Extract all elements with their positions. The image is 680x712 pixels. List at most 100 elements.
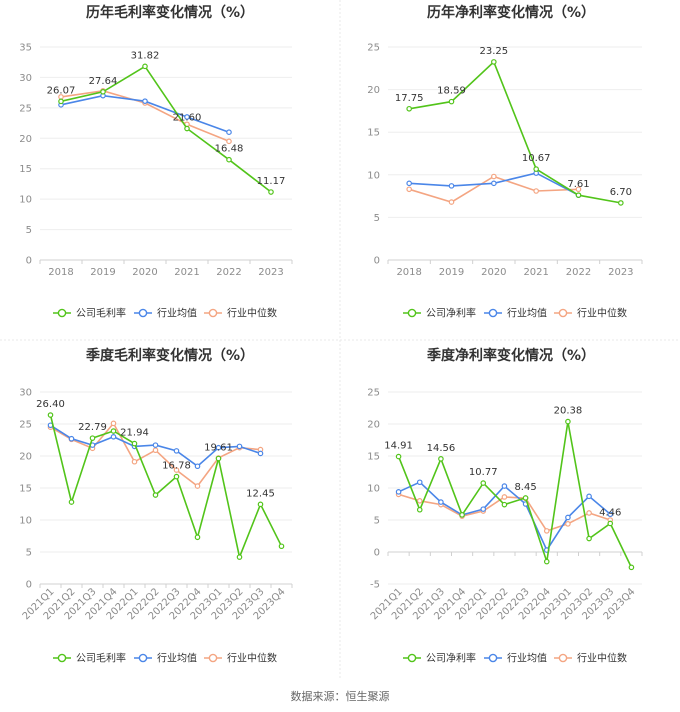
data-point (236, 443, 243, 450)
data-label: 10.67 (522, 153, 551, 164)
y-tick-label: 10 (367, 484, 380, 495)
data-point (226, 138, 232, 145)
data-point (152, 492, 159, 498)
y-tick-label: 15 (19, 164, 32, 175)
data-point (131, 458, 138, 465)
data-point (459, 512, 465, 518)
data-point (110, 428, 117, 434)
legend-item-label[interactable]: 行业中位数 (577, 307, 627, 320)
legend-item-label[interactable]: 行业均值 (507, 307, 547, 320)
y-tick-label: 0 (26, 256, 32, 267)
data-point (491, 173, 497, 180)
x-tick-label: 2020 (481, 267, 506, 278)
legend-item-label[interactable]: 行业中位数 (227, 307, 277, 320)
legend-item-label[interactable]: 行业中位数 (227, 652, 277, 665)
legend-swatch-marker (57, 653, 67, 663)
data-point (501, 483, 508, 489)
y-tick-label: 20 (19, 452, 32, 463)
x-tick-label: 2020 (132, 267, 157, 278)
data-point (543, 558, 550, 565)
y-tick-label: 30 (19, 73, 32, 84)
legend-item-label[interactable]: 公司净利率 (426, 652, 476, 665)
legend-swatch-marker (138, 308, 148, 318)
data-point (543, 528, 550, 534)
data-point (416, 479, 423, 486)
legend-item-label[interactable]: 公司毛利率 (76, 307, 126, 320)
data-label: 26.07 (47, 85, 76, 96)
data-label: 14.91 (384, 441, 413, 452)
x-tick-label: 2023 (608, 267, 633, 278)
legend-item-label[interactable]: 行业均值 (157, 652, 197, 665)
y-tick-label: 0 (374, 548, 380, 559)
series-line (398, 493, 611, 532)
data-label: 31.82 (131, 50, 160, 61)
data-point (575, 192, 582, 198)
x-tick-label: 2021 (174, 267, 199, 278)
legend-swatch-marker (488, 653, 498, 663)
data-point (268, 189, 274, 195)
data-point (257, 501, 264, 508)
chart-panel-2: 季度毛利率变化情况（%）0510152025302021Q12021Q22021… (19, 347, 293, 665)
data-point (406, 105, 412, 112)
legend-item-label[interactable]: 行业均值 (157, 307, 197, 320)
data-point (131, 440, 138, 447)
data-label: 11.17 (257, 176, 286, 187)
data-label: 16.48 (215, 144, 244, 155)
y-tick-label: 10 (19, 516, 32, 527)
data-point (565, 418, 571, 425)
data-point (110, 433, 117, 440)
data-point (173, 473, 180, 480)
legend-swatch-marker (407, 308, 417, 318)
legend-swatch-marker (138, 653, 148, 663)
data-label: 26.40 (36, 399, 65, 410)
data-point (607, 520, 614, 527)
legend-swatch-marker (57, 308, 67, 318)
chart-panel-0: 历年毛利率变化情况（%） 0 5 10 15 20 25 30 35 2018 2019 2020 20… (19, 4, 293, 320)
data-label: 7.61 (567, 179, 589, 190)
legend-item-label[interactable]: 公司毛利率 (76, 652, 126, 665)
data-point (58, 98, 64, 105)
data-point (278, 543, 285, 550)
legend-item-label[interactable]: 行业中位数 (577, 652, 627, 665)
data-point (501, 501, 508, 508)
chart-title: 季度净利率变化情况（%） (426, 347, 595, 364)
data-point (491, 59, 497, 65)
legend-item-label[interactable]: 公司净利率 (426, 307, 476, 320)
data-point (173, 448, 180, 454)
data-label: 14.56 (427, 443, 456, 454)
legend-swatch-marker (407, 653, 417, 663)
data-point (607, 511, 614, 518)
data-point (618, 200, 624, 206)
x-tick-label: 2021 (523, 267, 548, 278)
data-point (416, 497, 423, 504)
x-tick-label: 2018 (396, 267, 421, 278)
y-tick-label: 15 (367, 452, 380, 463)
y-tick-label: 5 (374, 213, 380, 224)
x-tick-label: 2019 (90, 267, 115, 278)
data-point (194, 463, 201, 470)
data-point (47, 412, 54, 418)
legend-item-label[interactable]: 行业均值 (507, 652, 547, 665)
data-point (533, 188, 539, 194)
data-point (522, 495, 529, 501)
y-tick-label: 30 (19, 388, 32, 399)
data-label: 16.78 (162, 461, 191, 472)
x-tick-label: 2019 (439, 267, 464, 278)
data-point (501, 494, 508, 500)
data-label: 6.70 (610, 187, 632, 198)
legend-swatch-marker (488, 308, 498, 318)
y-tick-label: 20 (367, 420, 380, 431)
data-point (100, 88, 106, 95)
data-point (142, 63, 148, 70)
data-point (215, 444, 222, 451)
y-tick-label: 5 (26, 225, 32, 236)
y-tick-label: 5 (374, 516, 380, 527)
data-point (406, 180, 412, 187)
legend-swatch-marker (558, 308, 568, 318)
data-label: 8.45 (514, 482, 536, 493)
data-point (236, 554, 243, 560)
series-line (397, 421, 633, 568)
y-tick-label: 5 (26, 548, 32, 559)
data-point (586, 510, 592, 516)
data-point (533, 166, 539, 172)
